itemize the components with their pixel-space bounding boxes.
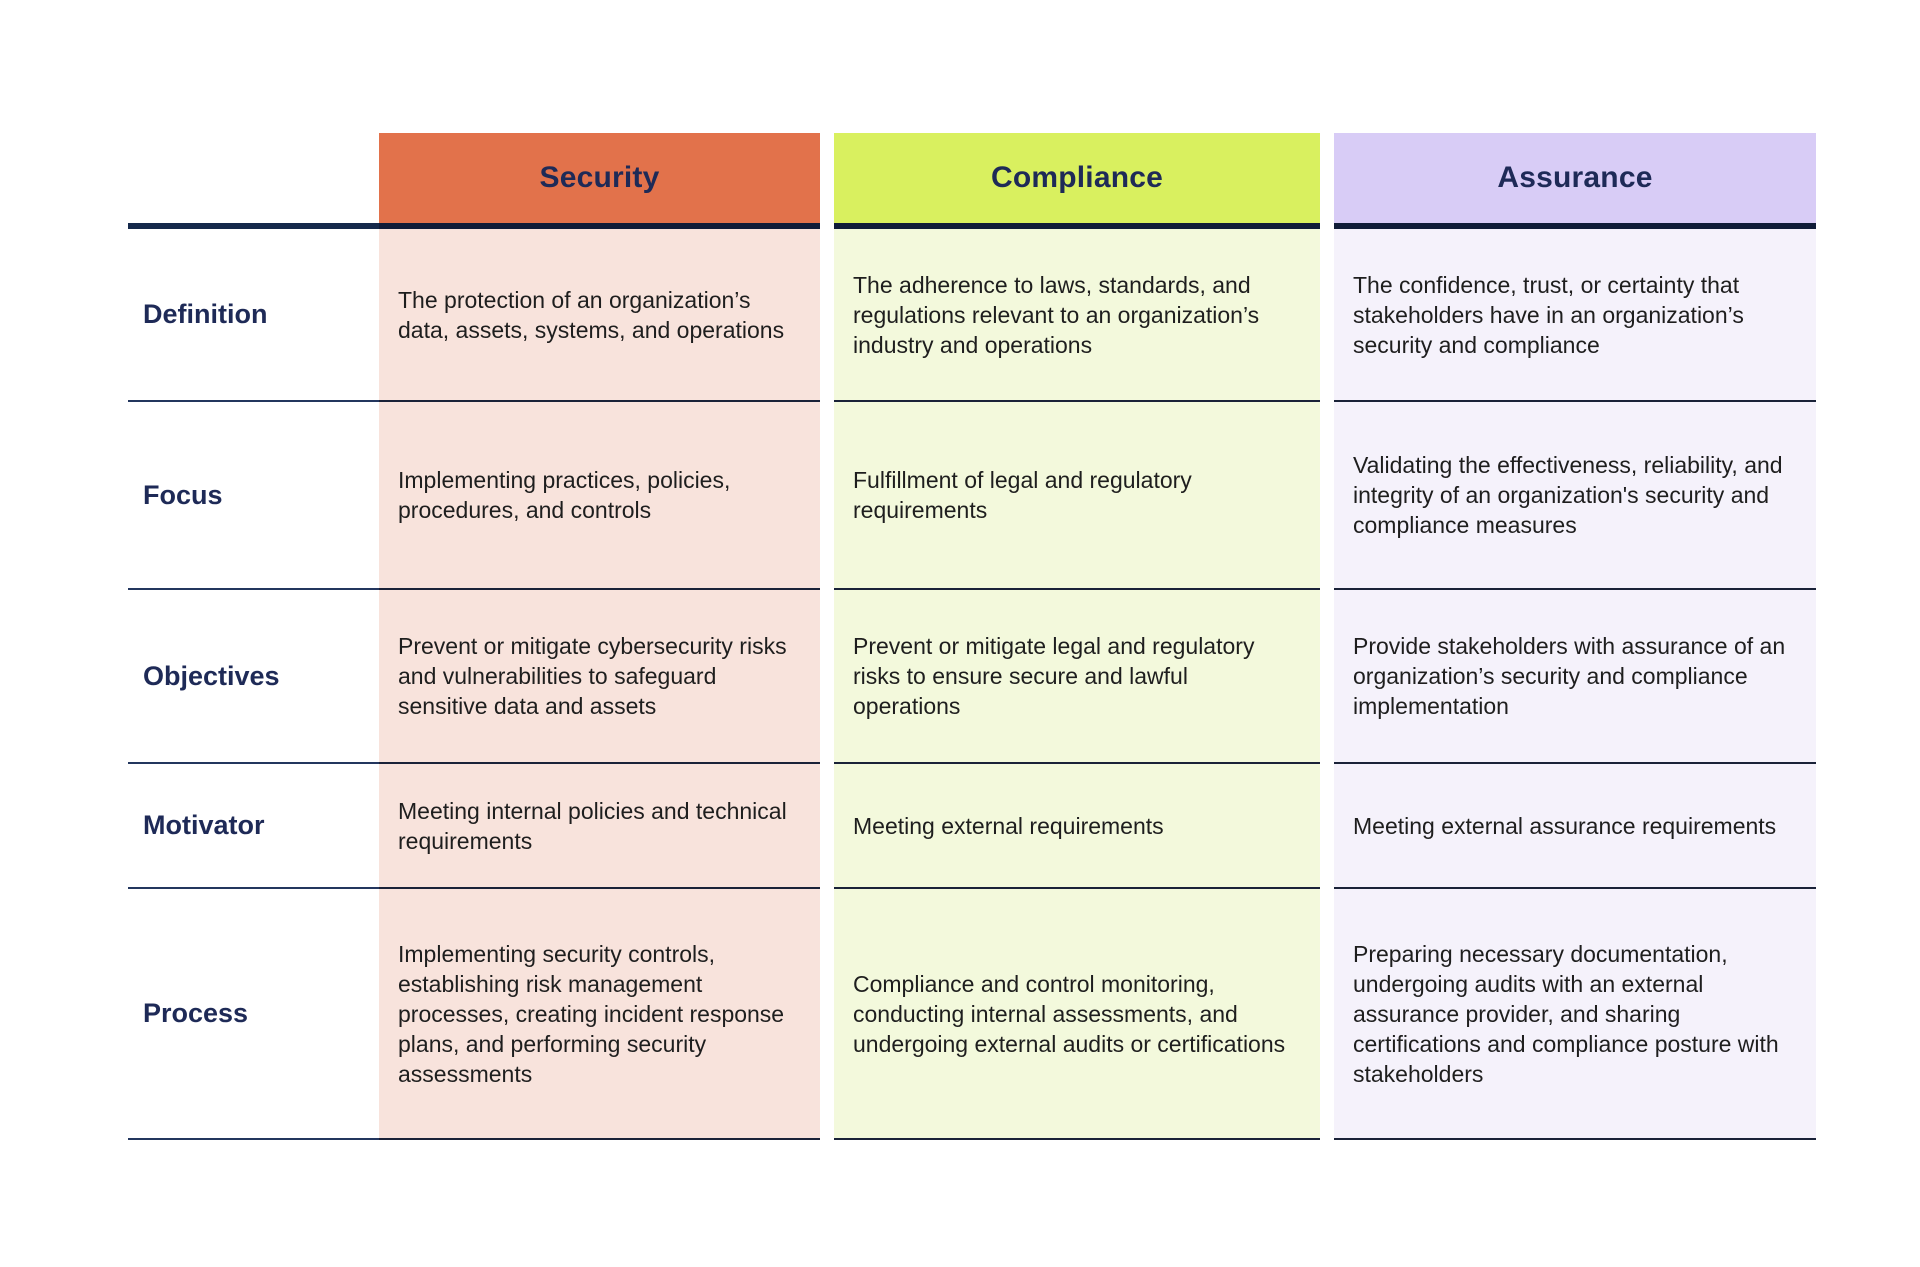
- cell-definition-security: The protection of an organization’s data…: [379, 229, 820, 402]
- column-gap: [820, 402, 834, 590]
- row-label-objectives: Objectives: [128, 590, 379, 764]
- row-label-focus: Focus: [128, 402, 379, 590]
- cell-text: The protection of an organization’s data…: [398, 286, 785, 343]
- cell-motivator-assurance: Meeting external assurance requirements: [1334, 764, 1816, 889]
- column-gap: [1320, 764, 1334, 889]
- cell-text: Meeting external assurance requirements: [1353, 812, 1777, 839]
- cell-objectives-compliance: Prevent or mitigate legal and regulatory…: [834, 590, 1320, 764]
- column-gap: [820, 229, 834, 402]
- column-gap: [1320, 590, 1334, 764]
- column-gap: [820, 764, 834, 889]
- cell-text: Fulfillment of legal and regulatory requ…: [853, 467, 1192, 523]
- cell-text: The adherence to laws, standards, and re…: [853, 271, 1260, 358]
- column-gap: [1320, 889, 1334, 1140]
- cell-objectives-assurance: Provide stakeholders with assurance of a…: [1334, 590, 1816, 764]
- header-corner-cell: [128, 133, 379, 229]
- row-focus: Focus Implementing practices, policies, …: [128, 402, 1816, 590]
- cell-text: Implementing practices, policies, proced…: [398, 467, 731, 523]
- row-motivator: Motivator Meeting internal policies and …: [128, 764, 1816, 889]
- comparison-table: Security Compliance Assurance Definition…: [128, 133, 1816, 1140]
- header-row: Security Compliance Assurance: [128, 133, 1816, 229]
- cell-text: The confidence, trust, or certainty that…: [1353, 271, 1744, 358]
- header-cell-compliance: Compliance: [834, 133, 1320, 229]
- header-cell-assurance: Assurance: [1334, 133, 1816, 229]
- row-definition: Definition The protection of an organiza…: [128, 229, 1816, 402]
- row-label-motivator: Motivator: [128, 764, 379, 889]
- cell-text: Preparing necessary documentation, under…: [1353, 940, 1779, 1087]
- cell-focus-compliance: Fulfillment of legal and regulatory requ…: [834, 402, 1320, 590]
- cell-focus-security: Implementing practices, policies, proced…: [379, 402, 820, 590]
- cell-definition-compliance: The adherence to laws, standards, and re…: [834, 229, 1320, 402]
- column-gap: [1320, 229, 1334, 402]
- row-objectives: Objectives Prevent or mitigate cybersecu…: [128, 590, 1816, 764]
- column-gap: [820, 590, 834, 764]
- column-gap: [820, 133, 834, 229]
- column-gap: [820, 889, 834, 1140]
- cell-definition-assurance: The confidence, trust, or certainty that…: [1334, 229, 1816, 402]
- column-gap: [1320, 133, 1334, 229]
- row-label-definition: Definition: [128, 229, 379, 402]
- cell-text: Implementing security controls, establis…: [398, 940, 785, 1087]
- row-label-process: Process: [128, 889, 379, 1140]
- cell-text: Provide stakeholders with assurance of a…: [1353, 633, 1786, 719]
- cell-text: Prevent or mitigate legal and regulatory…: [853, 633, 1255, 719]
- cell-motivator-security: Meeting internal policies and technical …: [379, 764, 820, 889]
- column-gap: [1320, 402, 1334, 590]
- cell-motivator-compliance: Meeting external requirements: [834, 764, 1320, 889]
- cell-text: Compliance and control monitoring, condu…: [853, 970, 1286, 1057]
- cell-focus-assurance: Validating the effectiveness, reliabilit…: [1334, 402, 1816, 590]
- cell-text: Prevent or mitigate cybersecurity risks …: [398, 633, 787, 719]
- cell-text: Meeting internal policies and technical …: [398, 797, 787, 854]
- cell-process-compliance: Compliance and control monitoring, condu…: [834, 889, 1320, 1140]
- row-process: Process Implementing security controls, …: [128, 889, 1816, 1140]
- cell-text: Meeting external requirements: [853, 812, 1164, 839]
- cell-text: Validating the effectiveness, reliabilit…: [1353, 452, 1783, 538]
- header-cell-security: Security: [379, 133, 820, 229]
- cell-process-security: Implementing security controls, establis…: [379, 889, 820, 1140]
- cell-objectives-security: Prevent or mitigate cybersecurity risks …: [379, 590, 820, 764]
- cell-process-assurance: Preparing necessary documentation, under…: [1334, 889, 1816, 1140]
